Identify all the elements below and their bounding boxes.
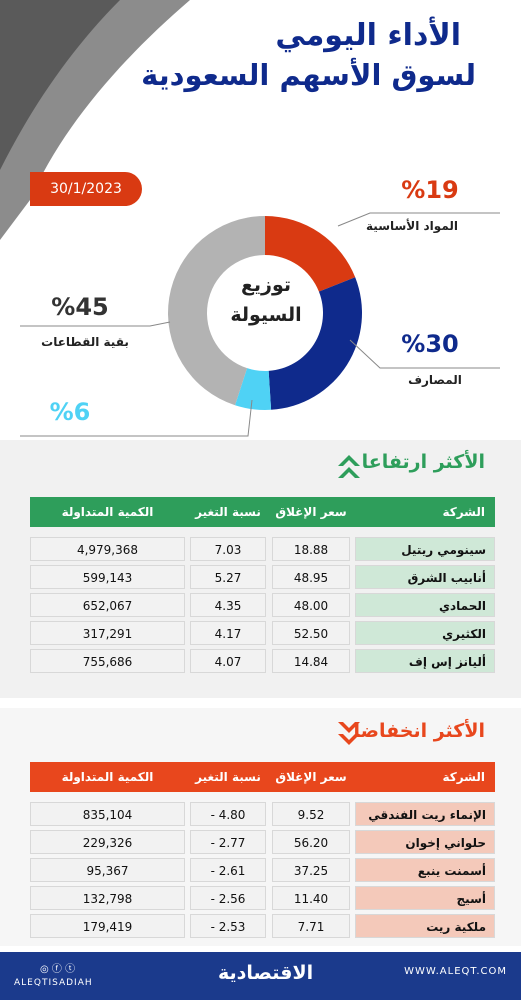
table-cell: 11.40 [272,886,350,910]
table-cell: ملكية ريت [355,914,495,938]
category-label: المصارف [408,373,462,387]
value-label: %19 [401,176,458,204]
table-cell: - 2.53 [190,914,266,938]
leader-line [20,399,253,437]
table-cell: 835,104 [30,802,185,826]
table-cell: - 2.56 [190,886,266,910]
swoosh-dark [0,0,120,170]
table-cell: 14.84 [272,649,350,673]
table-cell: أنابيب الشرق [355,565,495,589]
table-cell: 4.35 [190,593,266,617]
table-cell: أسيج [355,886,495,910]
table-cell: الحمادي [355,593,495,617]
category-label: المواد الأساسية [366,218,458,234]
table-cell: الكثيري [355,621,495,645]
table-cell: 7.71 [272,914,350,938]
value-label: %6 [50,398,91,426]
leader-line [349,339,500,369]
table-cell: 95,367 [30,858,185,882]
chart-title: توزيع السيولة [230,274,302,326]
title: لسوق الأسهم السعودية [141,58,476,92]
up-icon [338,455,360,478]
date: 30/1/2023 [30,172,142,206]
section-title: الأكثر ارتفاعا [361,451,485,473]
category-label: بقية القطاعات [41,335,129,349]
table-cell: 755,686 [30,649,185,673]
table-cell: 48.95 [272,565,350,589]
table-cell: 179,419 [30,914,185,938]
table-cell: 652,067 [30,593,185,617]
table-cell: 37.25 [272,858,350,882]
slice [168,216,265,406]
table-cell: - 4.80 [190,802,266,826]
social: ALEQTISADIAH [14,978,93,988]
column-header: الشركة [355,497,495,527]
table-cell: 9.52 [272,802,350,826]
column-header: سعر الإغلاق [272,497,350,527]
value-label: %45 [51,293,108,321]
column-header: سعر الإغلاق [272,762,350,792]
table-cell: أليانز إس إف [355,649,495,673]
site: WWW.ALEQT.COM [404,966,507,977]
table-cell: الإنماء ريت الفندقي [355,802,495,826]
slice [268,277,362,410]
table-cell: 5.27 [190,565,266,589]
table-cell: 4.17 [190,621,266,645]
value-label: %30 [401,330,458,358]
slice [235,368,272,410]
table-cell: 599,143 [30,565,185,589]
table-cell: أسمنت ينبع [355,858,495,882]
table-cell: 48.00 [272,593,350,617]
brand: الاقتصادية [218,962,314,984]
table-cell: - 2.77 [190,830,266,854]
column-header: نسبة التغير % [190,762,266,814]
table-cell: 18.88 [272,537,350,561]
column-header: نسبة التغير % [190,497,266,549]
table-cell: 56.20 [272,830,350,854]
table-cell: 4.07 [190,649,266,673]
table-cell: 317,291 [30,621,185,645]
column-header: الشركة [355,762,495,792]
column-header: الكمية المتداولة [30,762,185,792]
down-icon [338,722,360,745]
column-header: الكمية المتداولة [30,497,185,527]
table-cell: 4,979,368 [30,537,185,561]
losers-section [0,708,521,946]
table-cell: 7.03 [190,537,266,561]
leader-line [337,212,500,227]
section-title: الأكثر انخفاضا [353,720,485,742]
table-cell: 229,326 [30,830,185,854]
social-icons: ◎ ⓕ ⓣ [40,964,76,975]
table-cell: سينومي ريتيل [355,537,495,561]
table-cell: 52.50 [272,621,350,645]
leader-line [20,321,171,327]
table-cell: حلواني إخوان [355,830,495,854]
footer: ALEQTISADIAH ◎ ⓕ ⓣ الاقتصادية WWW.ALEQT.… [0,952,521,1000]
table-cell: 132,798 [30,886,185,910]
title: الأداء اليومي [275,18,461,53]
table-cell: - 2.61 [190,858,266,882]
slice [265,216,356,292]
